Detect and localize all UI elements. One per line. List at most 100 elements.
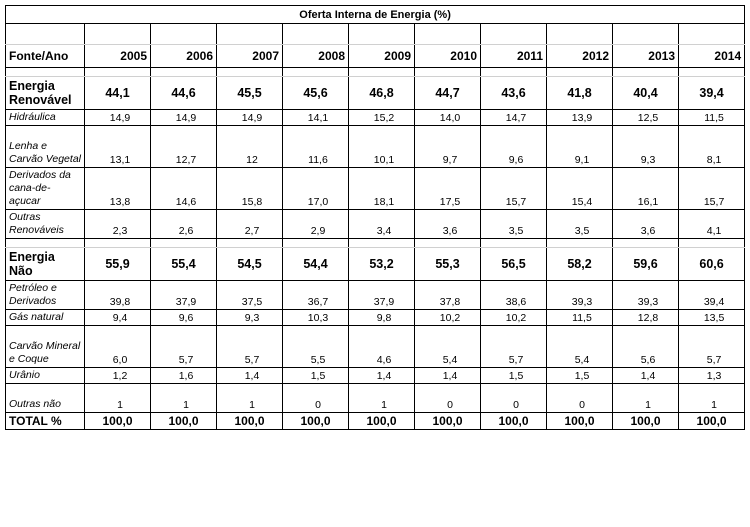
value-cell: 15,7 — [480, 167, 547, 210]
value-cell: 5,4 — [546, 325, 613, 368]
value-cell: 38,6 — [480, 280, 547, 310]
value-cell: 9,3 — [612, 125, 679, 168]
value-cell: 12,5 — [612, 109, 679, 126]
value-cell: 1,5 — [546, 367, 613, 384]
row-label: Petróleo e Derivados — [5, 280, 85, 310]
value-cell: 9,3 — [216, 309, 283, 326]
value-cell: 3,4 — [348, 209, 415, 239]
value-cell: 11,5 — [546, 309, 613, 326]
table-row: Urânio 1,2 1,6 1,4 1,5 1,4 1,4 1,5 1,5 1,4 1,3 — [5, 367, 746, 384]
value-cell: 58,2 — [546, 247, 613, 281]
value-cell: 0 — [282, 383, 349, 413]
value-cell: 55,9 — [84, 247, 151, 281]
value-cell: 37,8 — [414, 280, 481, 310]
year-header: 2007 — [216, 44, 283, 68]
value-cell: 39,8 — [84, 280, 151, 310]
value-cell: 100,0 — [84, 412, 151, 430]
value-cell: 100,0 — [612, 412, 679, 430]
value-cell: 100,0 — [677, 412, 746, 430]
value-cell: 4,1 — [677, 209, 746, 239]
value-cell: 36,7 — [282, 280, 349, 310]
value-cell: 59,6 — [612, 247, 679, 281]
value-cell: 100,0 — [150, 412, 217, 430]
value-cell: 0 — [546, 383, 613, 413]
year-header: 2009 — [348, 44, 415, 68]
value-cell: 54,4 — [282, 247, 349, 281]
value-cell: 8,1 — [677, 125, 746, 168]
value-cell: 100,0 — [348, 412, 415, 430]
value-cell: 18,1 — [348, 167, 415, 210]
row-label: TOTAL % — [5, 412, 85, 430]
year-header: 2013 — [612, 44, 679, 68]
value-cell: 6,0 — [84, 325, 151, 368]
value-cell: 3,5 — [480, 209, 547, 239]
value-cell: 13,9 — [546, 109, 613, 126]
value-cell: 16,1 — [612, 167, 679, 210]
value-cell: 1,4 — [414, 367, 481, 384]
value-cell: 14,9 — [216, 109, 283, 126]
value-cell: 13,5 — [677, 309, 746, 326]
value-cell: 39,4 — [677, 76, 746, 110]
group-row: Energia Renovável 44,1 44,6 45,5 45,6 46,8 44,… — [5, 76, 746, 110]
value-cell: 15,8 — [216, 167, 283, 210]
value-cell: 10,2 — [414, 309, 481, 326]
year-header: 2010 — [414, 44, 481, 68]
value-cell: 14,6 — [150, 167, 217, 210]
value-cell: 40,4 — [612, 76, 679, 110]
value-cell: 3,6 — [414, 209, 481, 239]
value-cell: 37,9 — [150, 280, 217, 310]
value-cell: 1,5 — [480, 367, 547, 384]
table-row: Hidráulica 14,9 14,9 14,9 14,1 15,2 14,0 14,7 13… — [5, 109, 746, 126]
value-cell: 1 — [150, 383, 217, 413]
row-label: Gás natural — [5, 309, 85, 326]
value-cell: 12,8 — [612, 309, 679, 326]
value-cell: 100,0 — [480, 412, 547, 430]
value-cell: 13,8 — [84, 167, 151, 210]
value-cell: 2,3 — [84, 209, 151, 239]
value-cell: 45,6 — [282, 76, 349, 110]
table-row: Carvão Mineral e Coque 6,0 5,7 5,7 5,5 4,6 5,4… — [5, 325, 746, 368]
row-label: Outras não — [5, 383, 85, 413]
value-cell: 0 — [480, 383, 547, 413]
value-cell: 1,6 — [150, 367, 217, 384]
value-cell: 4,6 — [348, 325, 415, 368]
value-cell: 44,1 — [84, 76, 151, 110]
spacer-row — [5, 67, 746, 77]
value-cell: 17,5 — [414, 167, 481, 210]
value-cell: 2,7 — [216, 209, 283, 239]
value-cell: 9,6 — [150, 309, 217, 326]
value-cell: 5,5 — [282, 325, 349, 368]
value-cell: 15,4 — [546, 167, 613, 210]
value-cell: 9,4 — [84, 309, 151, 326]
value-cell: 3,6 — [612, 209, 679, 239]
value-cell: 3,5 — [546, 209, 613, 239]
value-cell: 39,3 — [612, 280, 679, 310]
value-cell: 12,7 — [150, 125, 217, 168]
value-cell: 15,7 — [677, 167, 746, 210]
value-cell: 56,5 — [480, 247, 547, 281]
value-cell: 41,8 — [546, 76, 613, 110]
table-row: Outras Renováveis 2,3 2,6 2,7 2,9 3,4 3,6 3,5 3,… — [5, 209, 746, 239]
value-cell: 1,4 — [612, 367, 679, 384]
row-label: Carvão Mineral e Coque — [5, 325, 85, 368]
value-cell: 1,4 — [348, 367, 415, 384]
value-cell: 14,7 — [480, 109, 547, 126]
value-cell: 55,4 — [150, 247, 217, 281]
value-cell: 0 — [414, 383, 481, 413]
value-cell: 39,4 — [677, 280, 746, 310]
table-row: Petróleo e Derivados 39,8 37,9 37,5 36,7 37,9… — [5, 280, 746, 310]
value-cell: 46,8 — [348, 76, 415, 110]
value-cell: 10,3 — [282, 309, 349, 326]
value-cell: 17,0 — [282, 167, 349, 210]
value-cell: 14,1 — [282, 109, 349, 126]
value-cell: 54,5 — [216, 247, 283, 281]
value-cell: 53,2 — [348, 247, 415, 281]
header-row: Fonte/Ano 2005 2006 2007 2008 2009 2010 … — [5, 44, 746, 68]
value-cell: 5,7 — [150, 325, 217, 368]
value-cell: 1 — [84, 383, 151, 413]
value-cell: 1,3 — [677, 367, 746, 384]
value-cell: 9,8 — [348, 309, 415, 326]
value-cell: 5,7 — [677, 325, 746, 368]
year-header: 2006 — [150, 44, 217, 68]
year-header: 2005 — [84, 44, 151, 68]
